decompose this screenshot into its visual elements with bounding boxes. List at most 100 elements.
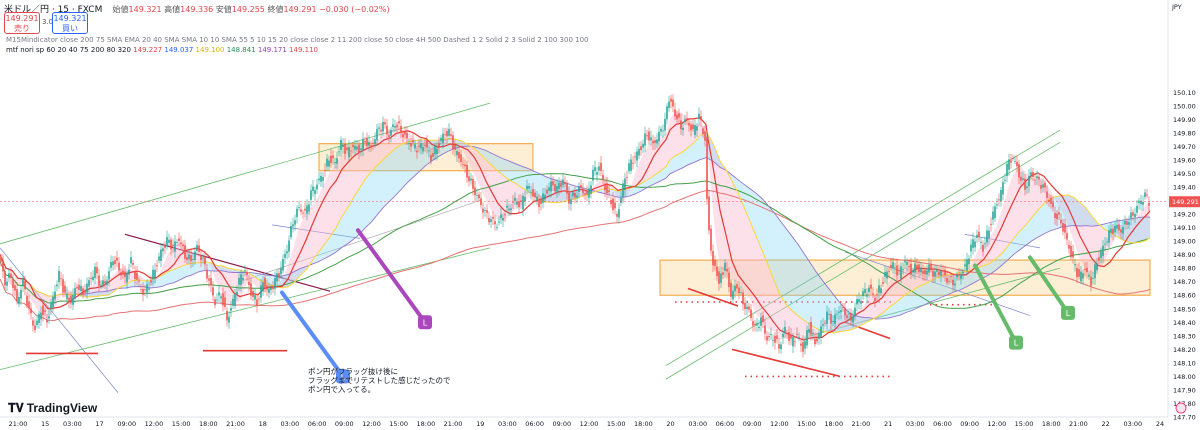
candle-body xyxy=(1114,225,1116,233)
candle-body xyxy=(750,309,752,318)
candle-body xyxy=(838,311,840,313)
candle-body xyxy=(812,332,814,334)
candle-body xyxy=(132,262,134,265)
candle-body xyxy=(608,190,610,193)
candle-body xyxy=(390,129,392,136)
candle-body xyxy=(894,267,896,269)
indicator-legend-1[interactable]: M15Mindicator close 200 75 SMA EMA 20 40… xyxy=(6,36,589,44)
x-tick-label: 18 xyxy=(259,420,267,428)
price-axis-panel xyxy=(1168,0,1200,430)
candle-body xyxy=(706,136,708,200)
candle-body xyxy=(282,258,284,271)
candle-body xyxy=(828,314,830,315)
candle-body xyxy=(396,124,398,128)
candle-body xyxy=(436,148,438,154)
candle-body xyxy=(1054,213,1056,219)
candle-body xyxy=(1092,278,1094,279)
candle-body xyxy=(84,290,86,293)
candle-body xyxy=(920,267,922,273)
candle-body xyxy=(556,185,558,192)
candle-body xyxy=(786,332,788,334)
ma-cloud-pink xyxy=(0,111,1150,343)
candle-body xyxy=(686,118,688,120)
candle-body xyxy=(632,162,634,164)
candle-body xyxy=(1100,251,1102,259)
sell-button[interactable]: 149.291 売り xyxy=(4,12,40,34)
indicator-legend-2[interactable]: mtf nori sp 60 20 40 75 200 80 320 149.2… xyxy=(6,46,318,54)
candle-body xyxy=(774,335,776,343)
candle-body xyxy=(618,209,620,218)
candle-body xyxy=(200,255,202,261)
candle-body xyxy=(350,150,352,152)
x-tick-label: 18:00 xyxy=(199,420,218,428)
candle-body xyxy=(178,238,180,241)
candle-body xyxy=(232,298,234,306)
x-tick-label: 15:00 xyxy=(172,420,191,428)
y-tick-label: 149.50 xyxy=(1173,170,1196,178)
candle-body xyxy=(664,118,666,131)
candle-body xyxy=(788,332,790,341)
candle-body xyxy=(648,131,650,141)
candle-body xyxy=(662,130,664,132)
candle-body xyxy=(670,98,672,102)
long-callout-pointer-2 xyxy=(973,263,1018,345)
long-callout-badge-2 xyxy=(1009,335,1023,350)
candle-body xyxy=(188,254,190,260)
candle-body xyxy=(424,145,426,147)
candle-body xyxy=(110,262,112,268)
candle-body xyxy=(628,163,630,172)
candle-body xyxy=(1080,271,1082,282)
blue-trend-1 xyxy=(0,247,119,393)
candle-body xyxy=(484,210,486,211)
candle-body xyxy=(666,106,668,120)
y-tick-label: 147.70 xyxy=(1173,414,1196,422)
candle-body xyxy=(820,326,822,338)
candle-body xyxy=(804,341,806,349)
candle-body xyxy=(814,338,816,345)
candle-body xyxy=(638,148,640,156)
high-label: 高値 xyxy=(164,5,181,14)
candle-body xyxy=(120,272,122,276)
candle-body xyxy=(90,277,92,279)
symbol-title[interactable]: 米ドル／円 · 15 · FXCM xyxy=(4,5,103,15)
candle-body xyxy=(1124,221,1126,225)
candle-body xyxy=(12,278,14,289)
candle-body xyxy=(212,287,214,296)
candle-body xyxy=(1120,229,1122,233)
candle-body xyxy=(642,143,644,148)
candle-body xyxy=(764,325,766,334)
x-tick-label: 22 xyxy=(1101,420,1109,428)
tradingview-mark-icon: 𝐓𝐕 xyxy=(8,401,24,415)
candle-body xyxy=(1108,230,1110,243)
candle-body xyxy=(1084,268,1086,271)
candle-body xyxy=(768,336,770,338)
candle-body xyxy=(326,158,328,167)
candle-body xyxy=(168,239,170,243)
candle-body xyxy=(1020,176,1022,181)
candle-body xyxy=(946,278,948,283)
candle-body xyxy=(98,275,100,286)
candle-body xyxy=(940,270,942,276)
candle-body xyxy=(980,241,982,243)
candle-body xyxy=(898,269,900,272)
y-tick-label: 148.30 xyxy=(1173,332,1196,340)
candle-body xyxy=(408,142,410,144)
ma-cloud-blue xyxy=(0,132,1150,333)
buy-button[interactable]: 149.321 買い xyxy=(52,12,88,34)
candle-body xyxy=(668,101,670,109)
candle-body xyxy=(500,214,502,219)
candle-body xyxy=(852,316,854,323)
candle-body xyxy=(426,140,428,148)
candle-body xyxy=(680,120,682,130)
candle-body xyxy=(1046,191,1048,198)
candle-body xyxy=(306,205,308,214)
candle-body xyxy=(524,196,526,202)
candle-body xyxy=(614,202,616,209)
candle-body xyxy=(482,208,484,213)
candle-body xyxy=(258,298,260,300)
candle-body xyxy=(184,245,186,259)
low-value: 149.255 xyxy=(231,5,265,14)
candle-body xyxy=(238,277,240,285)
candle-body xyxy=(576,195,578,198)
